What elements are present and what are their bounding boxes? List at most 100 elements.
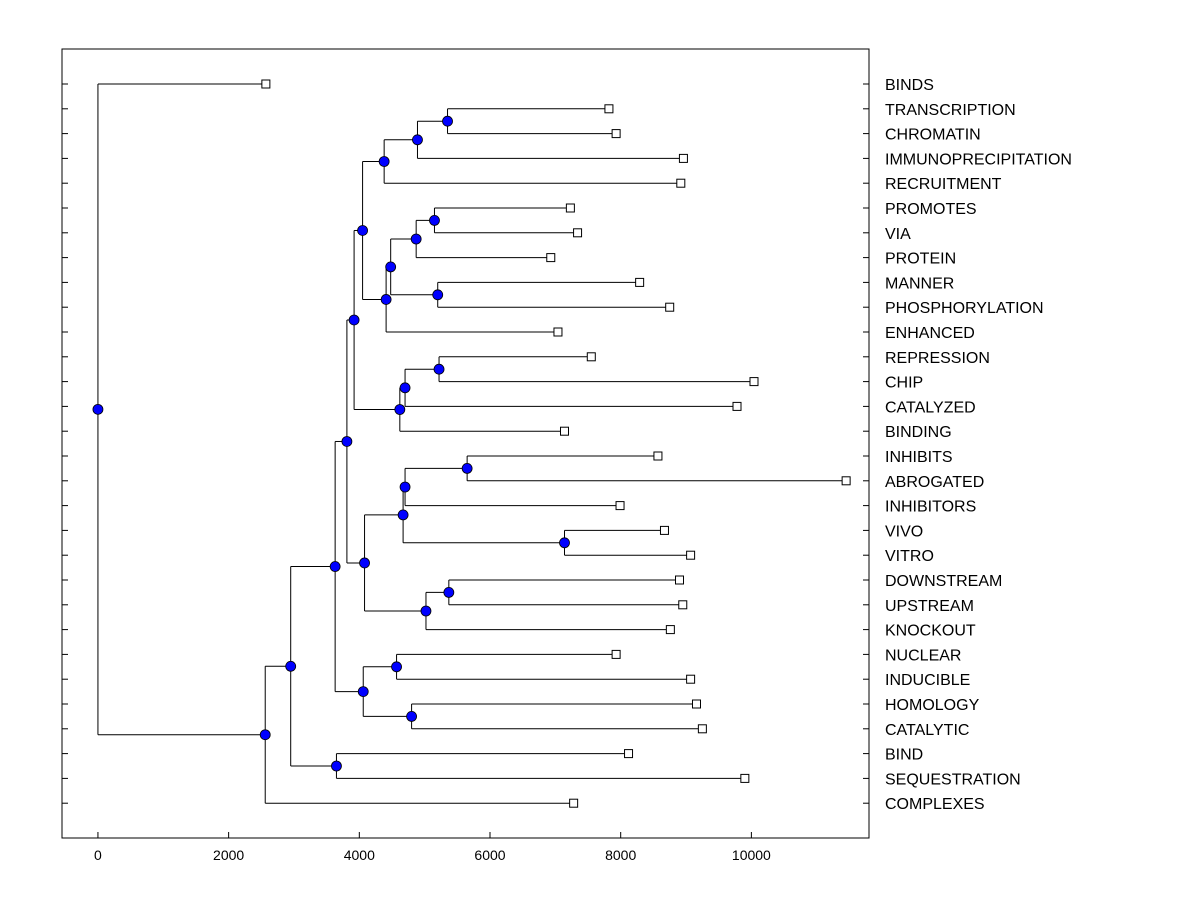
leaf-label: UPSTREAM xyxy=(885,598,974,615)
leaf-label: INDUCIBLE xyxy=(885,672,970,689)
leaf-label: REPRESSION xyxy=(885,350,990,367)
x-tick-label: 2000 xyxy=(213,847,244,863)
leaf-label: PHOSPHORYLATION xyxy=(885,300,1044,317)
merge-node xyxy=(397,509,409,521)
x-tick-label: 8000 xyxy=(605,847,636,863)
leaf-label: VIVO xyxy=(885,523,923,540)
merge-node xyxy=(378,156,390,167)
merge-node xyxy=(433,363,445,375)
merge-node xyxy=(442,115,453,127)
leaf-marker xyxy=(686,550,696,560)
leaf-marker xyxy=(675,575,685,585)
leaf-marker xyxy=(261,79,271,89)
leaf-label: ENHANCED xyxy=(885,325,975,342)
merge-node xyxy=(359,557,370,569)
merge-node xyxy=(391,661,402,673)
merge-node xyxy=(412,134,423,146)
merge-node xyxy=(380,294,392,305)
leaf-label: COMPLEXES xyxy=(885,796,985,813)
x-tick-label: 4000 xyxy=(344,847,375,863)
leaf-label: CATALYTIC xyxy=(885,722,969,739)
leaf-label: CHROMATIN xyxy=(885,127,981,144)
leaf-label: BINDING xyxy=(885,424,952,441)
leaf-marker xyxy=(653,451,663,461)
leaf-marker xyxy=(740,773,750,783)
leaf-marker xyxy=(686,674,696,684)
leaf-label: MANNER xyxy=(885,275,954,292)
leaf-marker xyxy=(665,302,675,312)
leaf-marker xyxy=(611,649,621,659)
leaf-label: IMMUNOPRECIPITATION xyxy=(885,151,1072,168)
leaf-marker xyxy=(586,352,596,362)
x-axis: 0 2000 4000 6000 8000 10000 xyxy=(94,832,771,863)
merge-node xyxy=(461,462,473,474)
merge-node xyxy=(406,711,417,722)
leaf-marker xyxy=(678,600,688,610)
leaf-label: RECRUITMENT xyxy=(885,176,1002,193)
leaf-label: CATALYZED xyxy=(885,399,976,416)
leaf-marker xyxy=(841,476,851,486)
leaf-label: HOMOLOGY xyxy=(885,697,980,714)
merge-node xyxy=(429,214,440,226)
leaf-label: ABROGATED xyxy=(885,474,984,491)
merge-node xyxy=(399,382,411,394)
leaf-label: CHIP xyxy=(885,375,923,392)
merge-node xyxy=(331,760,342,772)
merge-node xyxy=(357,225,368,236)
leaf-label: TRANSCRIPTION xyxy=(885,102,1016,119)
leaf-label: PROMOTES xyxy=(885,201,977,218)
dendrogram-links xyxy=(97,83,847,804)
x-tick-label: 6000 xyxy=(474,847,505,863)
leaf-marker xyxy=(553,327,563,337)
leaf-marker xyxy=(573,228,583,238)
merge-node xyxy=(285,660,297,672)
leaf-label: VITRO xyxy=(885,548,934,565)
leaf-marker xyxy=(611,129,621,139)
merge-node xyxy=(348,314,360,326)
leaf-label: DOWNSTREAM xyxy=(885,573,1002,590)
leaf-label: INHIBITS xyxy=(885,449,953,466)
leaf-marker xyxy=(697,724,707,734)
leaf-markers xyxy=(261,79,851,808)
leaf-marker xyxy=(691,699,701,709)
merge-node xyxy=(259,729,271,741)
merge-node xyxy=(432,289,444,301)
merge-node xyxy=(329,561,341,572)
leaf-label: SEQUESTRATION xyxy=(885,771,1021,788)
y-axis-ticks xyxy=(62,83,869,804)
leaf-marker xyxy=(732,401,742,411)
merge-node xyxy=(394,404,406,415)
x-tick-label: 0 xyxy=(94,847,102,863)
leaf-marker xyxy=(569,798,579,808)
merge-node xyxy=(385,261,397,273)
merge-node xyxy=(399,481,411,493)
leaf-label: KNOCKOUT xyxy=(885,623,976,640)
leaf-label: BINDS xyxy=(885,77,934,94)
leaf-label: NUCLEAR xyxy=(885,647,961,664)
merge-node xyxy=(559,537,570,549)
x-tick-label: 10000 xyxy=(732,847,771,863)
leaf-marker xyxy=(749,377,759,387)
leaf-marker xyxy=(676,178,686,188)
merge-node xyxy=(410,233,422,245)
leaf-marker xyxy=(604,104,614,114)
leaf-marker xyxy=(635,277,645,287)
leaf-marker xyxy=(624,749,634,759)
leaf-marker xyxy=(678,153,688,163)
merge-node xyxy=(341,436,353,447)
merge-node xyxy=(357,686,369,697)
leaf-marker xyxy=(546,253,556,263)
leaf-marker xyxy=(559,426,569,436)
leaf-label: PROTEIN xyxy=(885,251,956,268)
leaf-label: BIND xyxy=(885,747,923,764)
merge-node xyxy=(443,587,455,598)
leaf-marker xyxy=(659,525,669,535)
leaf-label: VIA xyxy=(885,226,911,243)
leaf-label: INHIBITORS xyxy=(885,499,976,516)
merge-node xyxy=(92,403,104,415)
merge-nodes xyxy=(92,115,570,772)
plot-frame xyxy=(61,48,870,839)
leaf-labels: BINDS TRANSCRIPTION CHROMATIN IMMUNOPRECIPI… xyxy=(885,77,1072,813)
leaf-marker xyxy=(615,501,625,511)
